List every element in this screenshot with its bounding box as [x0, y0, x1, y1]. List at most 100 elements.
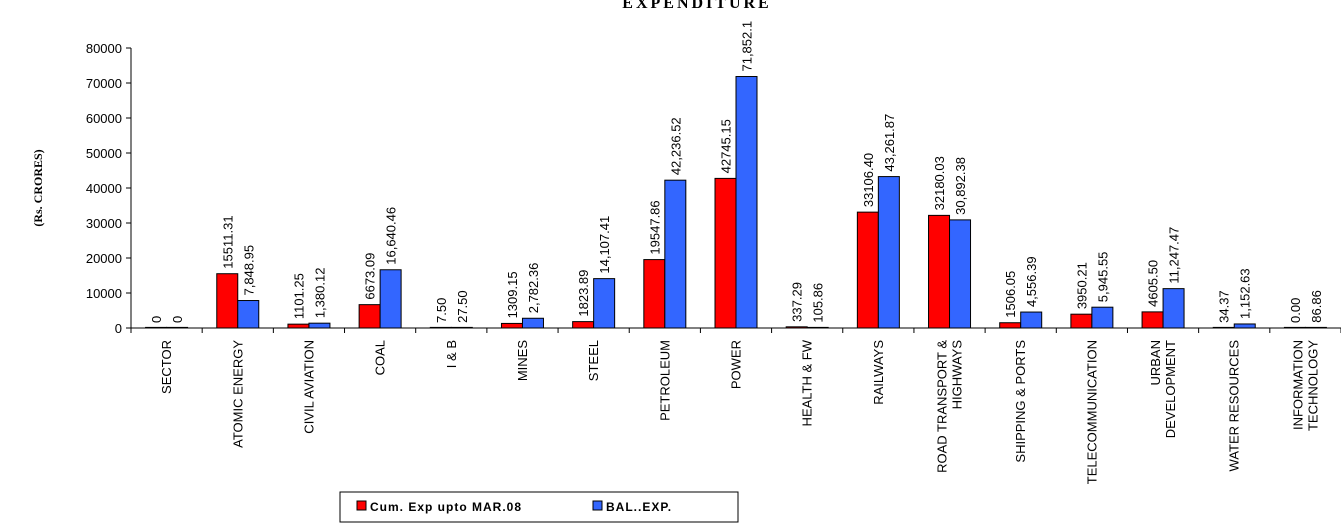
chart-title: EXPENDITURE — [622, 0, 771, 12]
bar-cum-exp — [216, 273, 239, 329]
legend-swatch-bal-exp — [592, 500, 603, 511]
bar-bal-exp — [735, 76, 758, 329]
data-label-cum-exp: 1506.05 — [1003, 271, 1018, 318]
bar-cum-exp — [785, 326, 808, 329]
category-label: SECTOR — [159, 340, 174, 394]
data-label-bal-exp: 1,380.12 — [312, 268, 327, 319]
data-label-bal-exp: 14,107.41 — [597, 216, 612, 274]
data-label-bal-exp: 30,892.38 — [953, 157, 968, 215]
bar-cum-exp — [429, 326, 452, 329]
bar-cum-exp — [358, 304, 381, 329]
data-label-cum-exp: 3950.21 — [1074, 262, 1089, 309]
legend: Cum. Exp upto MAR.08 BAL..EXP. — [339, 491, 739, 523]
bar-cum-exp — [1141, 311, 1164, 329]
bar-cum-exp — [1070, 313, 1093, 329]
bar-cum-exp — [1212, 326, 1235, 329]
data-label-bal-exp: 42,236.52 — [668, 117, 683, 175]
y-axis-label: (Rs. CRORES) — [31, 149, 45, 226]
data-label-cum-exp: 34.37 — [1217, 290, 1232, 323]
data-label-cum-exp: 0.00 — [1288, 298, 1303, 323]
data-label-cum-exp: 32180.03 — [932, 156, 947, 210]
data-label-cum-exp: 0 — [149, 316, 164, 323]
category-label: CIVIL AVIATION — [301, 340, 316, 434]
category-label: RAILWAYS — [871, 340, 886, 405]
category-label: URBANDEVELOPMENT — [1148, 340, 1178, 438]
data-label-bal-exp: 86.86 — [1309, 290, 1324, 323]
category-label: POWER — [729, 340, 744, 389]
category-label: PETROLEUM — [657, 340, 672, 421]
data-label-cum-exp: 19547.86 — [647, 200, 662, 254]
y-tick-label: 10000 — [86, 286, 122, 301]
category-label: HEALTH & FW — [800, 339, 815, 426]
category-label: INFORMATIONTECHNOLOGY — [1290, 340, 1320, 431]
data-label-bal-exp: 0 — [170, 316, 185, 323]
bar-bal-exp — [1091, 306, 1114, 329]
data-label-bal-exp: 71,852.1 — [740, 21, 755, 72]
bar-bal-exp — [593, 278, 616, 329]
category-label: TELECOMMUNICATION — [1084, 340, 1099, 484]
data-label-cum-exp: 6673.09 — [363, 253, 378, 300]
data-label-cum-exp: 4605.50 — [1146, 260, 1161, 307]
bar-cum-exp — [856, 211, 879, 329]
legend-box — [339, 491, 739, 523]
y-tick-label: 80000 — [86, 41, 122, 56]
bar-bal-exp — [877, 176, 900, 329]
bar-cum-exp — [999, 322, 1022, 329]
bar-cum-exp — [1283, 326, 1306, 329]
y-tick-label: 40000 — [86, 181, 122, 196]
bar-bal-exp — [1020, 311, 1043, 329]
y-tick-label: 60000 — [86, 111, 122, 126]
bar-bal-exp — [1233, 323, 1256, 329]
category-label: SHIPPING & PORTS — [1013, 340, 1028, 463]
data-label-cum-exp: 1823.89 — [576, 270, 591, 317]
bar-bal-exp — [379, 269, 402, 329]
data-label-cum-exp: 7.50 — [434, 298, 449, 323]
bar-cum-exp — [145, 326, 168, 329]
bar-cum-exp — [287, 323, 310, 329]
plot-area: 0 15511.31 1101.25 6673.09 7.50 1309.15 1823.8… — [131, 21, 1341, 329]
y-axis: 0 10000 20000 30000 40000 50000 60000 70000 8000… — [86, 41, 132, 336]
data-label-bal-exp: 5,945.55 — [1095, 252, 1110, 303]
legend-label-bal-exp: BAL..EXP. — [606, 500, 672, 514]
data-label-bal-exp: 11,247.47 — [1167, 227, 1182, 284]
category-label: COAL — [373, 340, 388, 375]
category-label: MINES — [515, 340, 530, 382]
bar-bal-exp — [166, 326, 189, 329]
bar-bal-exp — [237, 300, 260, 329]
data-label-cum-exp: 1101.25 — [291, 273, 306, 319]
data-label-bal-exp: 43,261.87 — [882, 114, 897, 172]
data-label-bal-exp: 7,848.95 — [241, 245, 256, 296]
bar-bal-exp — [450, 326, 473, 329]
bar-bal-exp — [806, 326, 829, 329]
data-label-bal-exp: 27.50 — [455, 290, 470, 323]
bar-bal-exp — [308, 322, 331, 329]
y-tick-label: 0 — [115, 321, 122, 336]
bar-bal-exp — [949, 219, 972, 329]
y-tick-label: 50000 — [86, 146, 122, 161]
bar-bal-exp — [521, 317, 544, 329]
bar-cum-exp — [500, 322, 523, 329]
category-label: WATER RESOURCES — [1227, 340, 1242, 472]
bar-bal-exp — [1304, 326, 1327, 329]
y-tick-label: 70000 — [86, 76, 122, 91]
y-tick-label: 20000 — [86, 251, 122, 266]
data-label-bal-exp: 2,782.36 — [526, 263, 541, 314]
legend-label-cum-exp: Cum. Exp upto MAR.08 — [370, 500, 522, 514]
legend-swatch-cum-exp — [356, 500, 367, 511]
category-label: ROAD TRANSPORT &HIGHWAYS — [935, 340, 965, 473]
data-label-bal-exp: 4,556.39 — [1024, 256, 1039, 307]
data-label-bal-exp: 105.86 — [811, 283, 826, 323]
category-label: ATOMIC ENERGY — [230, 340, 245, 448]
data-label-cum-exp: 1309.15 — [505, 271, 520, 318]
data-label-bal-exp: 1,152.63 — [1238, 268, 1253, 319]
bar-cum-exp — [643, 259, 666, 329]
y-tick-label: 30000 — [86, 216, 122, 231]
data-label-cum-exp: 337.29 — [790, 282, 805, 322]
category-label: I & B — [444, 340, 459, 368]
bar-bal-exp — [1162, 288, 1185, 329]
x-axis-categories: SECTOR ATOMIC ENERGY CIVIL AVIATION COAL I &… — [130, 328, 1341, 484]
bar-cum-exp — [714, 177, 737, 329]
data-label-bal-exp: 16,640.46 — [384, 207, 399, 265]
data-label-cum-exp: 15511.31 — [220, 215, 235, 268]
